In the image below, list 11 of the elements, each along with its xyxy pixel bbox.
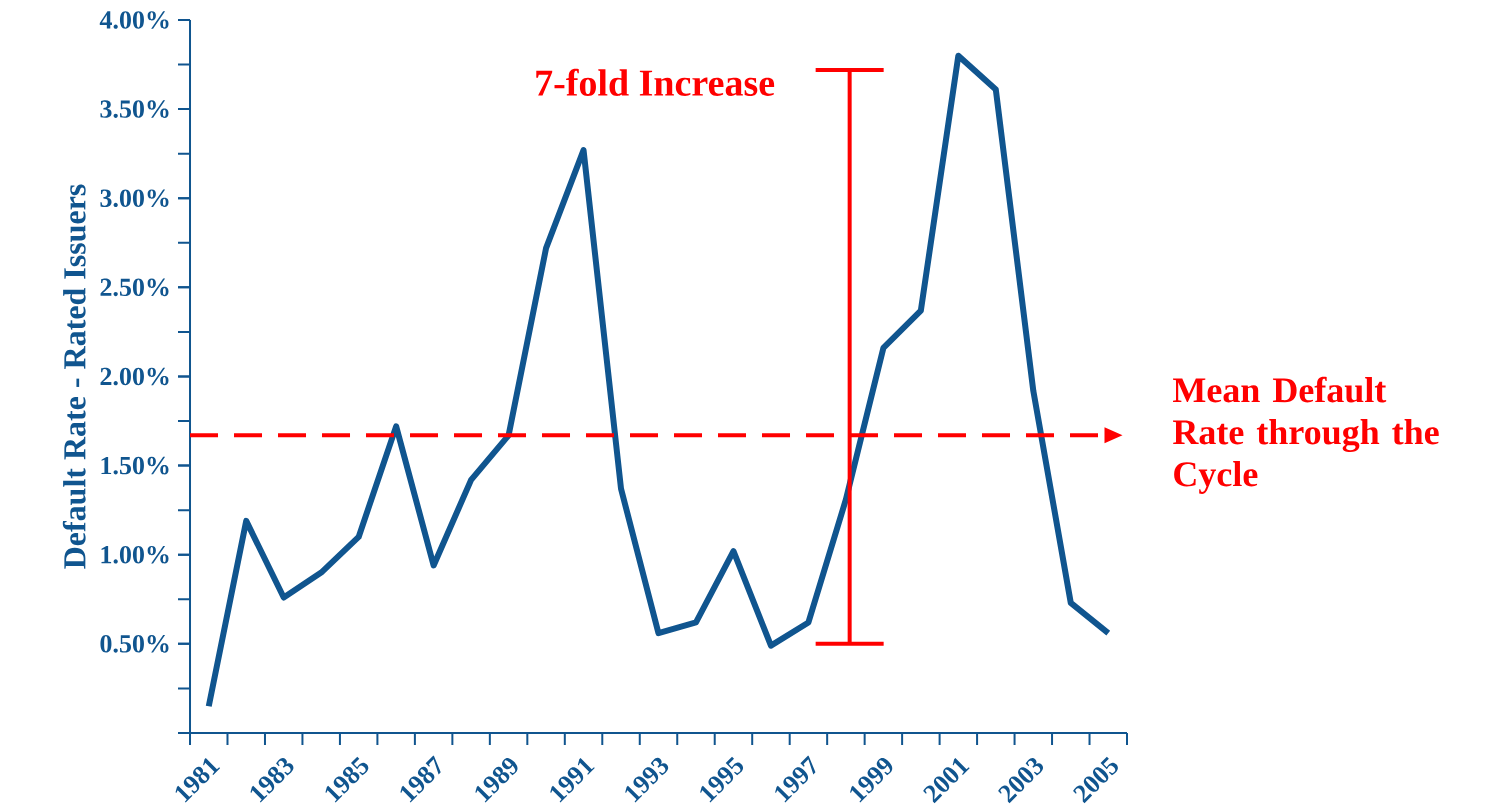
y-tick-label: 1.00%	[101, 545, 169, 564]
y-axis-title: Default Rate - Rated Issuers	[62, 184, 86, 569]
y-tick-label: 2.50%	[100, 278, 169, 297]
ref-line-label: Mean Default Rate through the Cycle	[1173, 376, 1439, 494]
y-tick-label: 1.50%	[101, 456, 169, 475]
y-tick-label: 0.50%	[100, 635, 169, 653]
y-tick-label: 4.00%	[99, 11, 169, 29]
annotation: 7-fold Increase	[536, 68, 775, 96]
y-tick-label: 2.00%	[100, 367, 169, 386]
y-tick-label: 3.00%	[100, 189, 169, 208]
y-tick-label: 3.50%	[100, 100, 169, 118]
